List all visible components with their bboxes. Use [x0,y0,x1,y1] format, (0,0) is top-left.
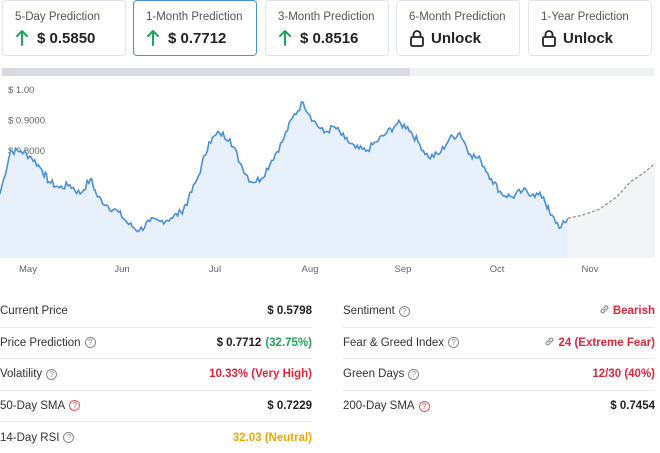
stat-label-text: Volatility [0,368,43,381]
stat-value: $ 0.7229 [267,400,312,412]
stat-value-text: $ 0.7229 [267,399,312,412]
stat-row: Fear & Greed Index? 24 (Extreme Fear) [343,328,655,359]
unlock-button[interactable]: Unlock [431,29,482,47]
stat-label: Price Prediction? [0,337,96,349]
stat-label-text: 50-Day SMA [0,399,66,412]
x-tick-label: Aug [302,264,319,275]
stat-label-text: Current Price [0,305,68,318]
stat-value: $ 0.7712 (32.75%) [217,337,312,349]
help-icon[interactable]: ? [63,432,75,444]
prediction-line [567,162,656,219]
stat-label: 200-Day SMA? [343,400,430,412]
arrow-up-icon [278,29,294,47]
stat-value[interactable]: Bearish [599,304,655,318]
arrow-up-icon [146,29,162,47]
chart-scrollbar[interactable] [2,68,655,76]
card-1-year[interactable]: 1-Year Prediction Unlock [528,0,652,56]
help-icon[interactable]: ? [418,400,430,412]
card-label: 1-Month Prediction [146,11,243,23]
help-icon[interactable]: ? [448,337,459,349]
card-3-month[interactable]: 3-Month Prediction $ 0.8516 [265,0,389,56]
price-line [0,101,569,233]
stat-value-text: 24 (Extreme Fear) [558,336,655,349]
x-tick-label: Jun [114,264,129,275]
stat-row: 200-Day SMA? $ 0.7454 [343,391,655,423]
card-1-month[interactable]: 1-Month Prediction $ 0.7712 [133,0,257,56]
stat-value[interactable]: 24 (Extreme Fear) [544,336,655,350]
stat-percent: (32.75%) [265,336,312,349]
stat-label: Green Days? [343,368,420,381]
x-tick-label: May [19,264,37,275]
stat-value-text: 10.33% (Very High) [209,368,312,381]
y-tick-label: $ 0.8000 [8,146,45,157]
help-icon[interactable]: ? [69,400,81,412]
stat-label-text: 14-Day RSI [0,431,60,444]
stat-label-text: 200-Day SMA [343,400,415,413]
price-chart: $ 1.00$ 0.9000$ 0.8000$ 0.7000$ 0.6000$ … [0,78,660,278]
lock-icon [541,29,557,47]
stat-value: $ 0.7454 [610,400,655,412]
stat-value: 32.03 (Neutral) [233,432,312,444]
card-label: 6-Month Prediction [409,11,506,23]
stat-row: 14-Day RSI? 32.03 (Neutral) [0,422,312,453]
card-label: 1-Year Prediction [541,11,629,23]
stat-value: $ 0.5798 [267,305,312,317]
stat-row: Volatility? 10.33% (Very High) [0,359,312,391]
prediction-cards: 5-Day Prediction $ 0.5850 1-Month Predic… [0,0,660,58]
stat-value-text: Bearish [612,305,655,318]
prediction-area [567,163,655,258]
help-icon[interactable]: ? [398,305,410,317]
stat-label: 50-Day SMA? [0,399,81,412]
card-label: 3-Month Prediction [278,11,375,23]
stat-label-text: Price Prediction [0,336,81,349]
stat-label: Current Price [0,305,68,317]
help-icon[interactable]: ? [46,368,58,380]
chart-scroll-thumb[interactable] [2,68,410,76]
x-tick-label: Nov [582,264,599,275]
stat-value-text: $ 0.7454 [610,400,655,413]
y-tick-label: $ 1.00 [8,85,34,96]
stat-label: Fear & Greed Index? [343,337,459,349]
stat-row: Current Price $ 0.5798 [0,296,312,328]
card-label: 5-Day Prediction [15,11,101,23]
x-tick-label: Sep [395,264,412,275]
stat-label-text: Sentiment [343,305,395,318]
arrow-up-icon [15,29,31,47]
stat-value-text: 32.03 (Neutral) [232,431,312,444]
price-chart-svg: $ 1.00$ 0.9000$ 0.8000$ 0.7000$ 0.6000$ … [0,85,656,275]
help-icon[interactable]: ? [84,337,96,349]
stat-label: 14-Day RSI? [0,431,75,444]
stat-row: Price Prediction? $ 0.7712 (32.75%) [0,328,312,359]
stat-value-text: $ 0.5798 [267,305,312,318]
link-icon [599,304,610,318]
y-tick-label: $ 0.9000 [8,116,45,127]
x-tick-label: Oct [490,264,505,275]
price-area [0,102,568,258]
x-tick-label: Jul [209,264,221,275]
help-icon[interactable]: ? [408,368,420,380]
link-icon [544,336,555,350]
card-value: $ 0.7712 [168,29,227,47]
stat-value: 12/30 (40%) [592,368,655,380]
card-5-day[interactable]: 5-Day Prediction $ 0.5850 [2,0,126,56]
stat-row: Sentiment? Bearish [343,296,655,328]
unlock-button[interactable]: Unlock [563,29,614,47]
lock-icon [409,29,425,47]
card-6-month[interactable]: 6-Month Prediction Unlock [396,0,520,56]
stat-label: Sentiment? [343,305,410,317]
card-value: $ 0.5850 [37,29,96,47]
card-value: $ 0.8516 [300,29,359,47]
stat-value: 10.33% (Very High) [209,368,312,380]
stat-label: Volatility? [0,368,58,381]
stat-row: 50-Day SMA? $ 0.7229 [0,391,312,422]
stats-left: Current Price $ 0.5798 Price Prediction? $ … [0,296,312,453]
stat-label-text: Green Days [343,368,405,381]
stat-label-text: Fear & Greed Index [343,336,444,349]
stats-right: Sentiment? Bearish Fear & Greed Index? 24 (… [343,296,655,422]
stat-value-text: 12/30 (40%) [592,368,655,381]
stat-row: Green Days? 12/30 (40%) [343,359,655,391]
stat-value-text: $ 0.7712 [216,336,262,349]
